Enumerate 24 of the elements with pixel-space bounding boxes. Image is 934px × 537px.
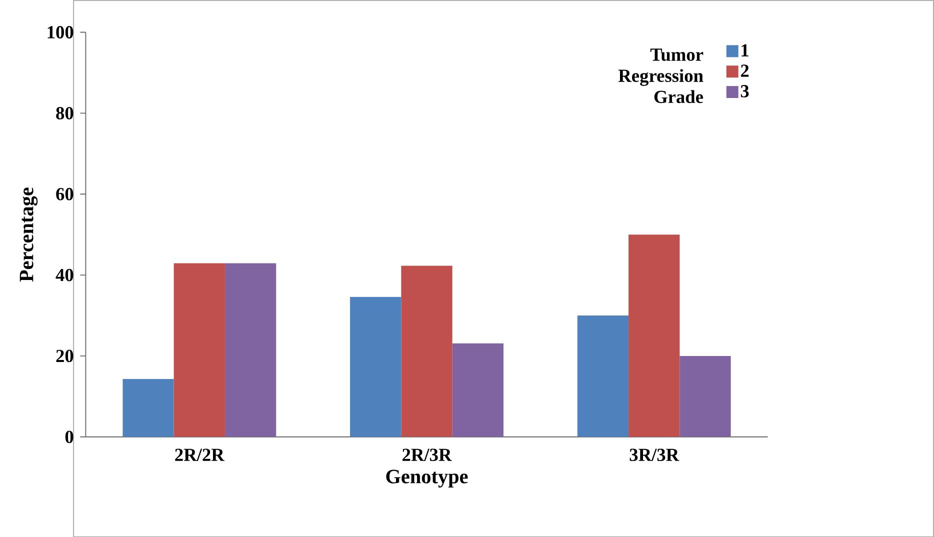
- bar: [452, 343, 504, 437]
- legend-title: Tumor Regression Grade: [618, 48, 704, 103]
- bar: [350, 296, 402, 437]
- y-tick-label: 80: [56, 106, 74, 120]
- x-tick-label: 2R/3R: [402, 448, 452, 461]
- y-tick-label: 60: [56, 188, 74, 200]
- bar: [577, 315, 629, 437]
- x-axis-title: Genotype: [386, 470, 468, 488]
- y-axis-title: Percentage: [20, 187, 38, 282]
- bar: [174, 263, 225, 437]
- bar: [401, 266, 452, 437]
- bar: [680, 356, 731, 437]
- y-tick-label: 40: [56, 268, 74, 282]
- y-tick-label: 100: [48, 26, 74, 38]
- bar: [628, 234, 680, 437]
- bar: [224, 263, 276, 437]
- legend-label: 3: [740, 84, 749, 98]
- y-tick-label: 20: [56, 350, 74, 362]
- legend-label: 2: [740, 64, 749, 77]
- bar: [122, 378, 174, 437]
- x-tick-label: 2R/2R: [175, 448, 225, 461]
- legend-label: 1: [742, 44, 748, 56]
- x-tick-label: 3R/3R: [630, 448, 680, 461]
- y-tick-label: 0: [65, 430, 74, 443]
